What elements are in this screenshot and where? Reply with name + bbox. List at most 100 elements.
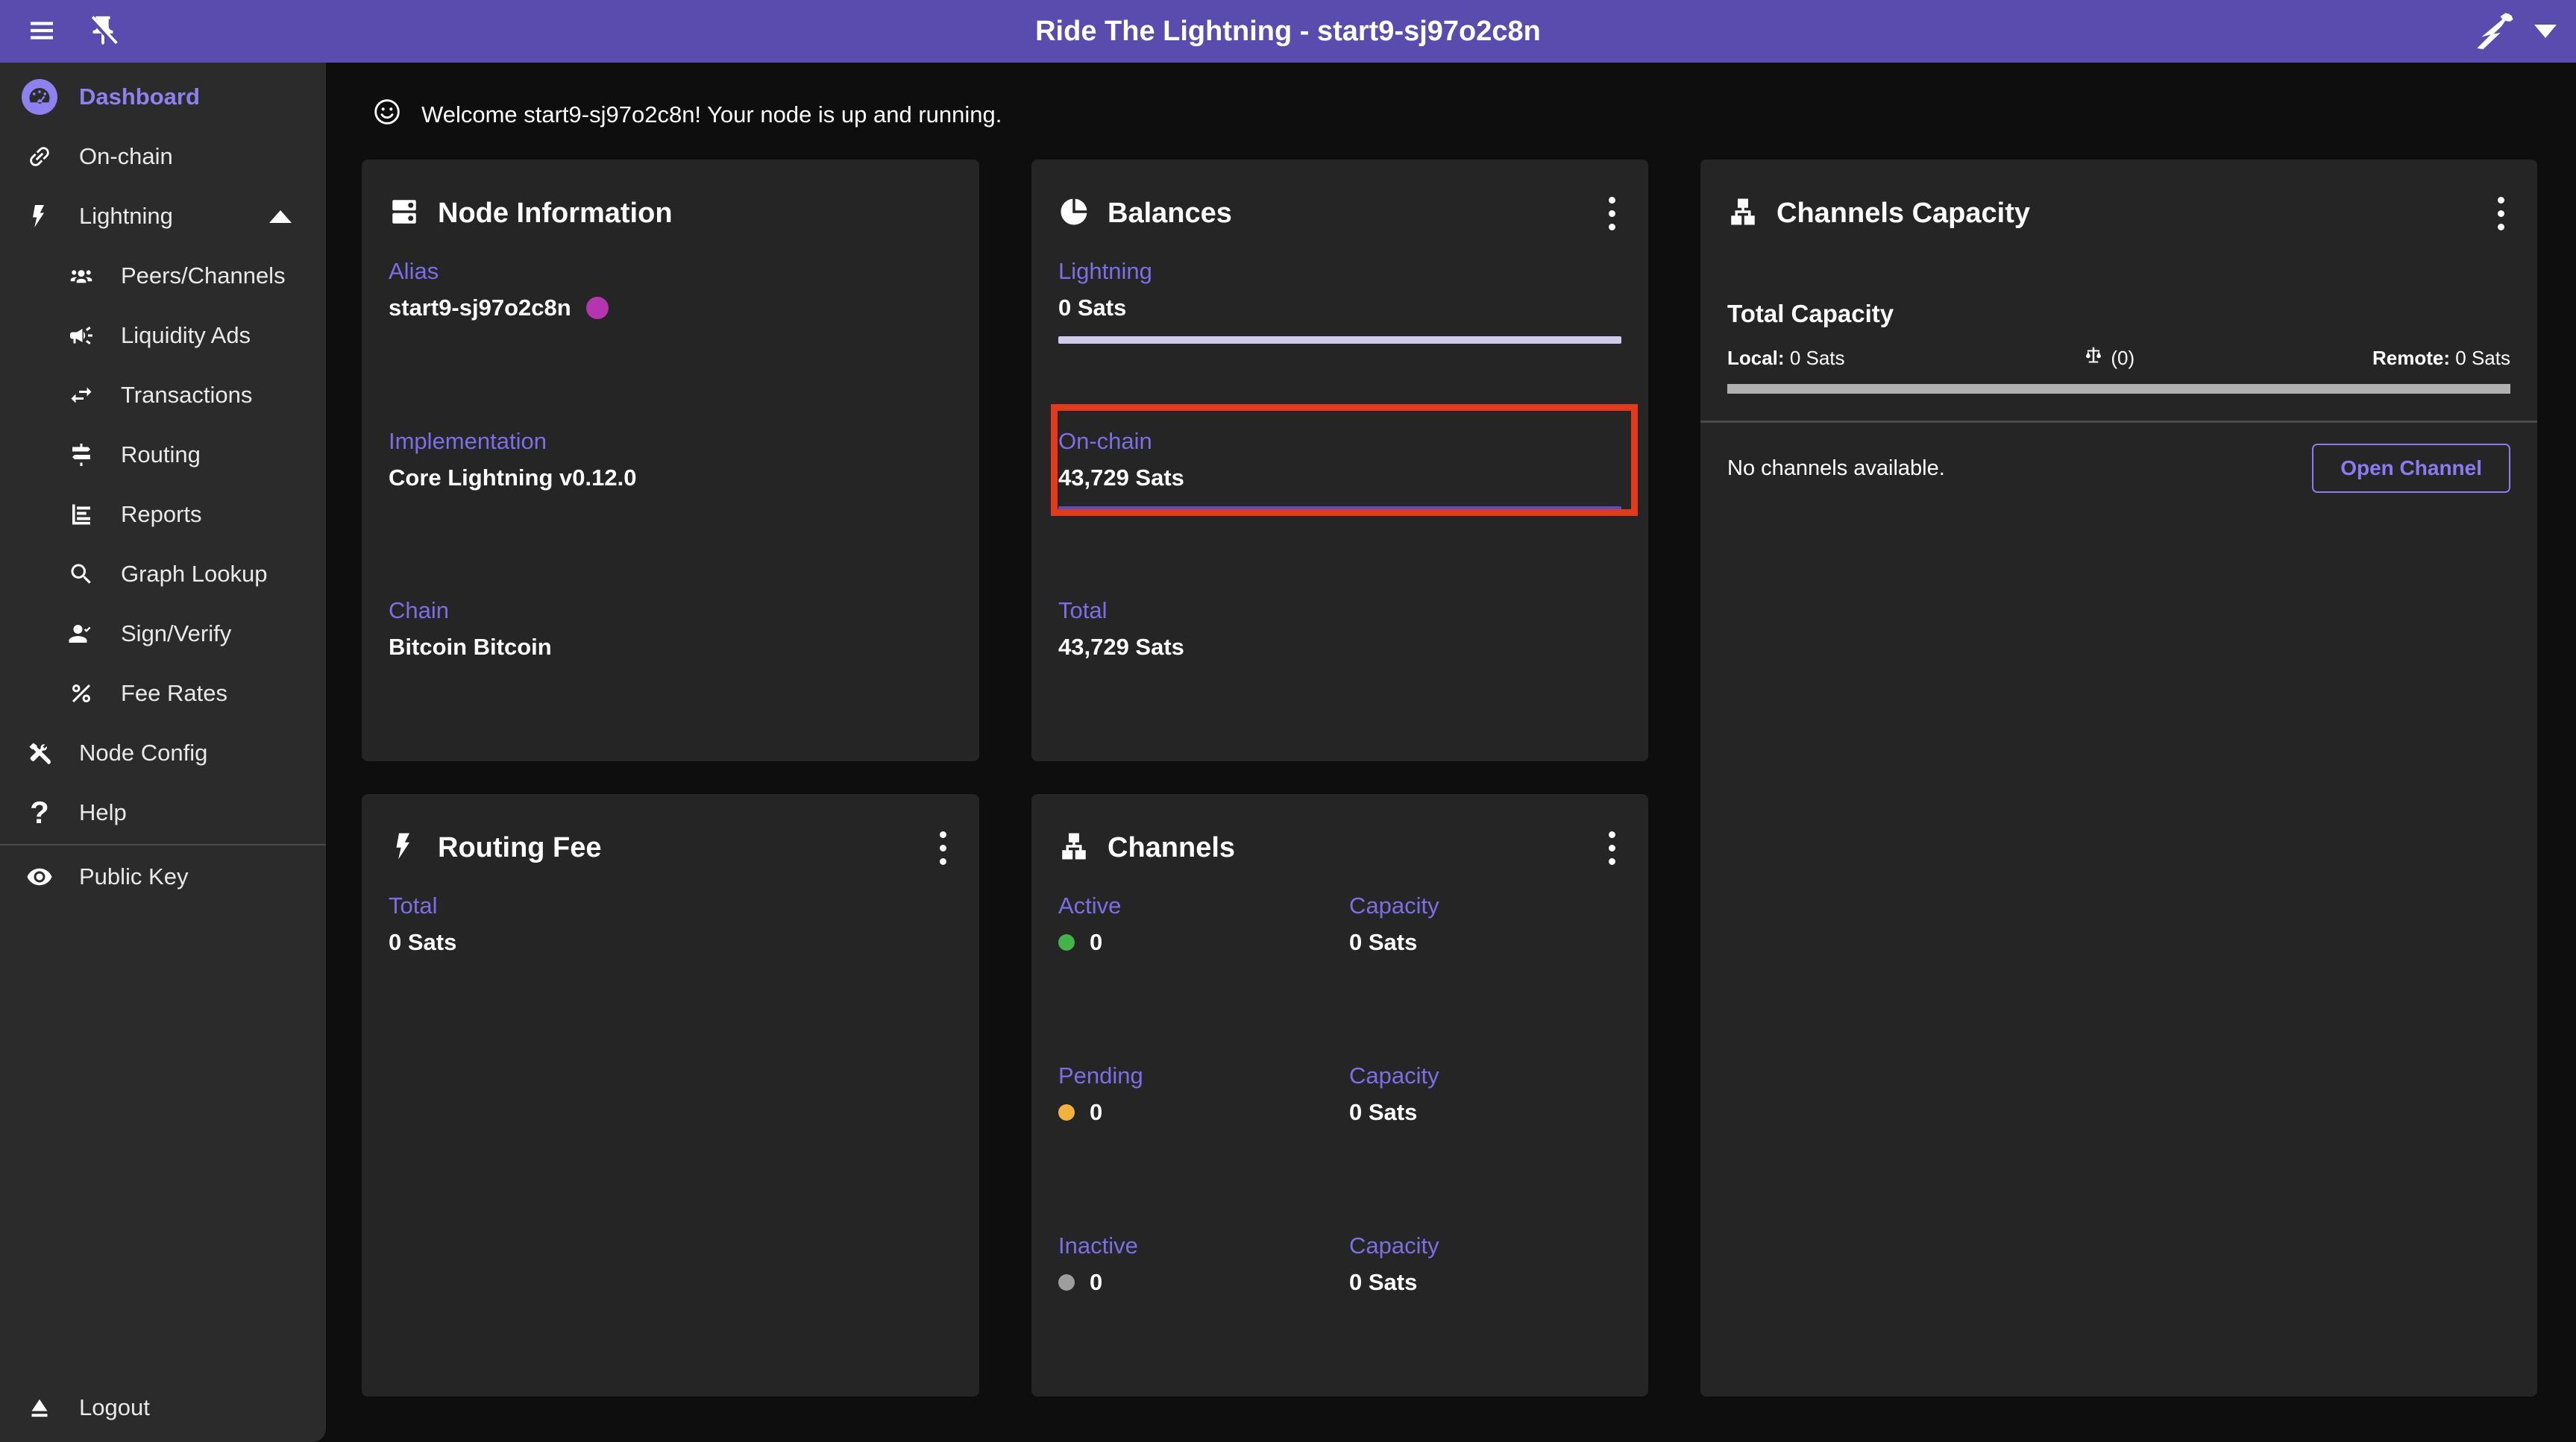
page-title: Ride The Lightning - start9-sj97o2c8n: [1035, 15, 1541, 47]
card-title: Balances: [1108, 197, 1232, 229]
sidebar-item-label: Lightning: [79, 203, 173, 229]
sidebar-item-fee-rates[interactable]: Fee Rates: [0, 664, 326, 723]
pending-count: 0: [1090, 1099, 1103, 1125]
sidebar-item-help[interactable]: ? Help: [0, 783, 326, 843]
inactive-status-dot: [1058, 1274, 1075, 1291]
sidebar-item-label: Node Config: [79, 740, 208, 766]
card-divider: [1700, 421, 2537, 423]
lightning-balance-bar: [1058, 336, 1621, 344]
kebab-menu-icon[interactable]: [1603, 191, 1621, 236]
active-count: 0: [1090, 929, 1103, 955]
sidebar-item-peers-channels[interactable]: Peers/Channels: [0, 246, 326, 306]
total-capacity-bar: [1727, 384, 2510, 394]
sidebar-item-on-chain[interactable]: On-chain: [0, 127, 326, 186]
sidebar-item-graph-lookup[interactable]: Graph Lookup: [0, 544, 326, 604]
lightning-balance-value: 0 Sats: [1058, 295, 1127, 321]
active-label: Active: [1058, 892, 1122, 919]
balance-score: (0): [2082, 344, 2134, 372]
alias-section: Alias start9-sj97o2c8n: [389, 237, 952, 407]
kebab-menu-icon[interactable]: [1603, 825, 1621, 871]
dashboard-gauge-icon: [22, 79, 57, 115]
chain-value: Bitcoin Bitcoin: [389, 634, 552, 661]
total-balance-label: Total: [1058, 597, 1108, 624]
annotation-highlight-box: [1051, 403, 1638, 516]
total-capacity-label: Total Capacity: [1727, 300, 1894, 327]
collapse-caret-icon: [269, 210, 292, 223]
sidebar-item-lightning[interactable]: Lightning: [0, 186, 326, 246]
open-channel-button[interactable]: Open Channel: [2312, 444, 2510, 493]
percent-icon: [60, 680, 103, 707]
sidebar-item-reports[interactable]: Reports: [0, 485, 326, 544]
hamburger-icon: [25, 16, 59, 48]
kebab-menu-icon[interactable]: [2492, 191, 2510, 236]
network-hub-icon: [1727, 196, 1759, 231]
people-group-icon: [60, 262, 103, 289]
node-color-dot: [585, 297, 609, 319]
pie-chart-icon: [1058, 196, 1090, 231]
welcome-banner: Welcome start9-sj97o2c8n! Your node is u…: [372, 92, 2576, 137]
implementation-label: Implementation: [389, 427, 547, 454]
alias-value: start9-sj97o2c8n: [389, 295, 571, 321]
card-title: Node Information: [438, 197, 673, 229]
inactive-channels-row: Inactive 0 Capacity 0 Sats: [1058, 1212, 1621, 1382]
lightning-balance-section: Lightning 0 Sats: [1058, 237, 1621, 407]
balance-scale-icon: [2082, 344, 2105, 372]
implementation-value: Core Lightning v0.12.0: [389, 464, 637, 491]
inactive-label: Inactive: [1058, 1232, 1138, 1259]
sidebar-item-public-key[interactable]: Public Key: [0, 847, 326, 907]
sidebar-item-sign-verify[interactable]: Sign/Verify: [0, 604, 326, 664]
routing-fee-card: Routing Fee Total 0 Sats: [362, 794, 979, 1397]
person-check-icon: [60, 620, 103, 647]
capacity-label: Capacity: [1349, 1062, 1439, 1089]
balances-card: Balances Lightning 0 Sats On-chain 43,72…: [1031, 160, 1648, 761]
pin-off-icon: [86, 13, 120, 50]
crossed-tools-icon: [18, 740, 61, 766]
card-title: Channels: [1108, 831, 1236, 863]
capacity-label: Capacity: [1349, 892, 1439, 919]
sidebar-item-label: Help: [79, 799, 127, 825]
main-content: Welcome start9-sj97o2c8n! Your node is u…: [326, 63, 2576, 1442]
alias-label: Alias: [389, 258, 439, 284]
capacity-value: 0 Sats: [1349, 1269, 1418, 1295]
menu-button[interactable]: [19, 9, 64, 54]
inactive-count: 0: [1090, 1269, 1103, 1295]
total-balance-value: 43,729 Sats: [1058, 634, 1184, 661]
chain-section: Chain Bitcoin Bitcoin: [389, 576, 952, 746]
active-status-dot: [1058, 934, 1075, 951]
account-dropdown-caret-icon: [2534, 25, 2557, 38]
welcome-text: Welcome start9-sj97o2c8n! Your node is u…: [421, 101, 1002, 127]
account-menu[interactable]: [2469, 5, 2557, 58]
sidebar-item-dashboard[interactable]: Dashboard: [0, 67, 326, 127]
pin-sidenav-button[interactable]: [81, 9, 125, 54]
sidebar-item-routing[interactable]: Routing: [0, 425, 326, 485]
sidebar-item-label: On-chain: [79, 143, 173, 169]
onchain-balance-label: On-chain: [1058, 427, 1152, 454]
sidebar-item-transactions[interactable]: Transactions: [0, 365, 326, 425]
sidebar-item-label: Logout: [79, 1394, 150, 1420]
sidebar-item-label: Routing: [121, 441, 201, 467]
routing-fee-total-section: Total 0 Sats: [389, 872, 952, 1042]
sidebar-item-logout[interactable]: Logout: [0, 1378, 326, 1438]
chain-link-icon: [18, 143, 61, 170]
channels-card: Channels Active 0 Capacity 0 Sats: [1031, 794, 1648, 1397]
sidebar-item-label: Transactions: [121, 382, 253, 408]
megaphone-icon: [60, 322, 103, 349]
sidebar-item-liquidity-ads[interactable]: Liquidity Ads: [0, 306, 326, 365]
rtl-horse-logo-icon: [2469, 5, 2522, 58]
implementation-section: Implementation Core Lightning v0.12.0: [389, 407, 952, 577]
node-information-card: Node Information Alias start9-sj97o2c8n …: [362, 160, 979, 761]
onchain-balance-value: 43,729 Sats: [1058, 464, 1184, 491]
no-channels-text: No channels available.: [1727, 456, 1945, 480]
sidebar-item-label: Public Key: [79, 863, 189, 890]
sidebar-item-node-config[interactable]: Node Config: [0, 723, 326, 783]
onchain-balance-bar: [1058, 506, 1621, 514]
capacity-label: Capacity: [1349, 1232, 1439, 1259]
total-balance-section: Total 43,729 Sats: [1058, 576, 1621, 746]
magnifier-icon: [60, 561, 103, 588]
network-hub-icon: [1058, 831, 1090, 866]
sidebar: Dashboard On-chain Lightning Peers/Chann…: [0, 63, 326, 1442]
pending-status-dot: [1058, 1104, 1075, 1121]
local-capacity: Local: 0 Sats: [1727, 347, 1845, 369]
active-channels-row: Active 0 Capacity 0 Sats: [1058, 872, 1621, 1042]
kebab-menu-icon[interactable]: [934, 825, 952, 871]
